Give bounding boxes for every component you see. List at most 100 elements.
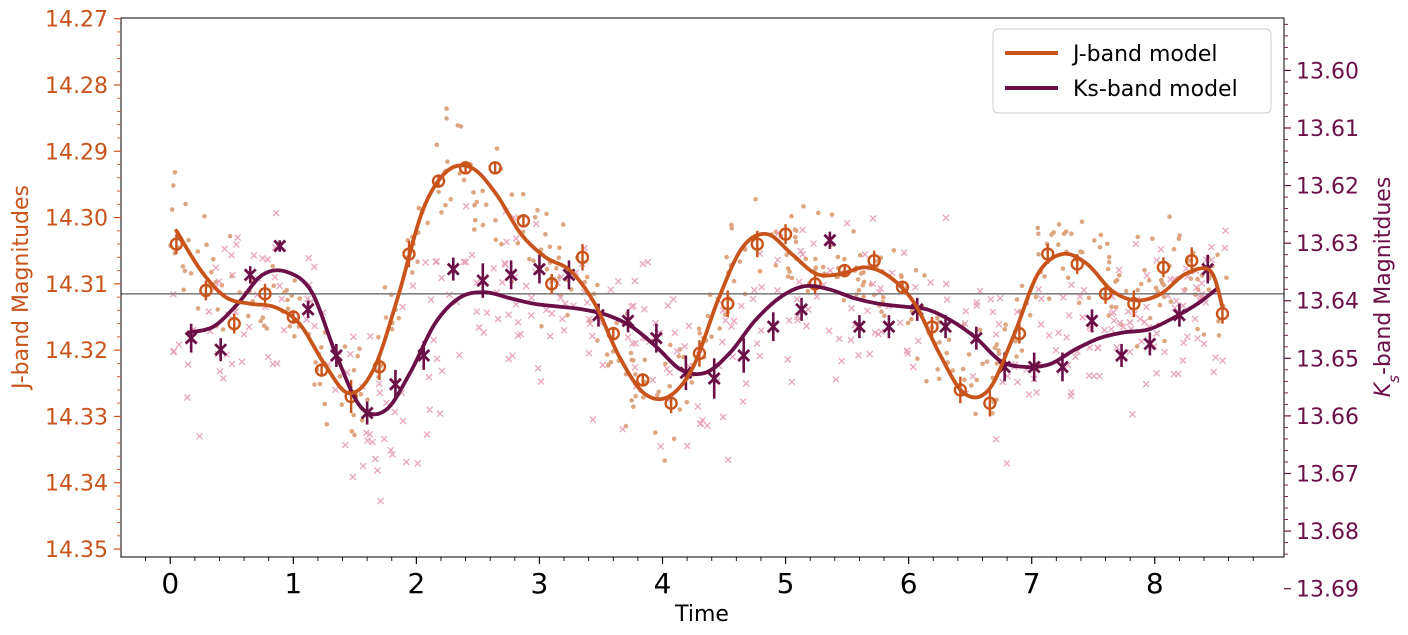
j-raw-point [994,342,1000,347]
j-raw-point [1206,287,1212,293]
y-left-tick-label: 14.28 [45,74,108,99]
j-raw-point [445,159,450,164]
ks-raw-point [683,442,691,450]
ks-raw-point [1045,331,1053,339]
j-raw-point [436,189,441,195]
ks-raw-point [671,329,679,337]
ks-raw-point [305,254,313,262]
j-raw-point [472,202,477,208]
j-binned-point [778,227,793,241]
j-raw-point [936,319,942,325]
ks-raw-point [462,202,470,210]
j-raw-point [604,352,610,357]
j-raw-point [924,378,929,384]
ks-raw-point [368,438,376,446]
ks-raw-point [793,295,801,303]
ks-raw-point [522,282,530,290]
j-raw-point [773,263,779,268]
j-raw-point [1168,299,1174,304]
j-raw-point [172,170,178,175]
j-raw-point [696,326,702,332]
ks-raw-point [238,358,246,366]
j-binned-point [636,373,650,387]
j-raw-point [1135,287,1141,293]
j-raw-point [1215,252,1220,258]
j-raw-point [260,315,266,320]
ks-raw-point [271,273,279,281]
j-raw-point [358,392,364,397]
j-raw-point [851,229,856,234]
ks-raw-point [628,303,636,311]
ks-raw-point [619,425,627,433]
j-raw-point [415,259,420,265]
j-raw-point [1002,327,1008,332]
j-raw-point [1097,245,1103,250]
ks-raw-point [753,340,761,347]
j-binned-point [895,280,910,294]
ks-raw-point [969,372,977,380]
ks-raw-point [1179,302,1187,310]
j-raw-point [461,177,467,183]
ks-raw-point [730,317,738,325]
ks-raw-point [1079,313,1087,321]
ks-raw-point [1003,459,1011,467]
j-raw-point [1069,231,1074,236]
j-raw-point [677,407,683,412]
j-raw-point [789,213,794,219]
ks-raw-point [838,357,846,365]
ks-raw-point [802,322,810,330]
j-raw-point [1056,222,1062,227]
ks-binned-point [184,331,198,345]
j-raw-point [881,295,886,300]
ks-binned-point [823,233,837,247]
j-raw-point [182,268,188,274]
ks-binned-point [504,268,518,282]
ks-raw-point [1210,368,1218,376]
ks-raw-point [505,355,513,363]
ks-raw-point [669,295,677,303]
j-binned-point [953,383,968,397]
ks-raw-point [869,280,877,288]
y-axis-right-label: Ks-band Magnitdues [1371,177,1403,398]
ks-raw-point [229,271,236,279]
j-raw-point [935,315,940,321]
ks-raw-point [276,282,284,290]
ks-raw-point [888,269,896,277]
j-raw-point [1105,266,1111,272]
j-raw-point [264,326,270,331]
j-raw-point [349,429,355,434]
ks-raw-point [694,403,702,411]
x-tick-label: 0 [161,567,179,600]
ks-raw-point [1172,297,1180,305]
ks-raw-point [927,278,935,286]
j-raw-point [1134,344,1140,349]
ks-raw-point [1101,326,1108,334]
ks-raw-point [995,320,1003,328]
ks-binned-point [707,371,721,385]
j-raw-point [1027,313,1033,318]
j-raw-point [1098,232,1104,238]
ks-raw-point [631,277,639,285]
j-binned-point [1156,260,1171,274]
ks-raw-point [1221,244,1229,252]
ks-raw-point [727,323,735,331]
j-raw-point [1150,236,1155,241]
x-tick-label: 7 [1023,567,1041,600]
ks-raw-point [1080,286,1088,294]
j-band-model-curve [174,163,1225,402]
j-binned-point [516,214,531,228]
j-raw-point [608,359,614,365]
ks-raw-point [1136,315,1144,323]
ks-raw-point [1065,311,1073,319]
ks-raw-point [1153,369,1161,377]
ks-raw-point [1143,271,1151,279]
j-raw-point [219,283,225,288]
j-raw-point [557,245,562,250]
j-raw-point [724,254,729,260]
j-raw-point [527,256,532,262]
j-raw-point [483,202,489,207]
ks-binned-point [795,302,809,316]
ks-raw-point [640,305,648,313]
x-axis-label: Time [674,602,729,627]
